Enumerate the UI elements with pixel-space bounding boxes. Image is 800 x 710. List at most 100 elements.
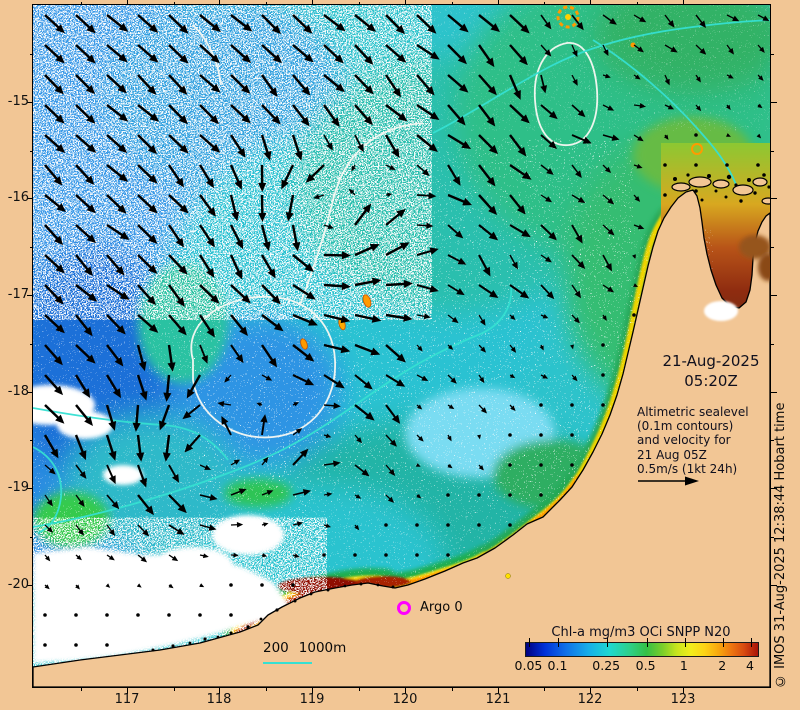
axis-tick <box>771 440 774 441</box>
axis-tick <box>771 537 774 538</box>
info-line: (0.1m contours) <box>637 419 734 434</box>
satellite-chlorophyll-map <box>33 5 770 687</box>
x-axis-label: 118 <box>206 692 232 707</box>
axis-tick <box>544 688 545 691</box>
axis-tick <box>359 2 360 5</box>
colorbar-tick <box>723 638 725 647</box>
axis-tick <box>27 295 33 296</box>
axis-tick <box>771 198 777 199</box>
axis-tick <box>27 392 33 393</box>
argo-label: Argo 0 <box>420 600 463 615</box>
y-axis-label: -15 <box>7 94 29 109</box>
argo-float-marker <box>397 601 411 615</box>
x-axis-label: 123 <box>670 692 696 707</box>
axis-tick <box>590 0 591 5</box>
axis-tick <box>30 151 33 152</box>
info-line: Altimetric sealevel <box>637 405 749 419</box>
axis-tick <box>771 488 777 489</box>
axis-tick <box>30 440 33 441</box>
axis-tick <box>30 54 33 55</box>
axis-tick <box>771 102 777 103</box>
colorbar-tick <box>529 638 531 647</box>
colorbar-tick-label: 0.1 <box>547 658 568 673</box>
sealevel-contours <box>190 24 599 439</box>
y-axis-label: -19 <box>7 480 29 495</box>
axis-tick <box>771 295 777 296</box>
axis-tick <box>30 344 33 345</box>
altimetry-annotation: Altimetric sealevel (0.1m contours) and … <box>637 405 770 476</box>
axis-tick <box>452 688 453 691</box>
axis-tick <box>683 688 684 694</box>
bathy-contour-sample-line <box>263 662 312 664</box>
colorbar-gradient <box>525 638 759 657</box>
axis-tick <box>27 488 33 489</box>
axis-tick <box>312 688 313 694</box>
axis-tick <box>312 0 313 5</box>
colorbar-tick <box>684 638 686 647</box>
axis-tick <box>127 0 128 5</box>
colorbar-tick-labels: 0.05 0.1 0.25 0.5 1 2 4 <box>515 657 757 673</box>
info-line: and velocity for <box>637 433 731 448</box>
axis-tick <box>27 198 33 199</box>
axis-tick <box>771 247 774 248</box>
axis-tick <box>771 585 777 586</box>
axis-tick <box>405 688 406 694</box>
axis-tick <box>30 537 33 538</box>
credit-text: © IMOS 31-Aug-2025 12:38:44 Hobart time <box>773 402 788 688</box>
x-axis-label: 119 <box>299 692 325 707</box>
colorbar-tick-label: 2 <box>718 658 727 673</box>
y-axis-label: -20 <box>7 577 29 592</box>
map-plot-area: 21-Aug-2025 05:20Z Altimetric sealevel (… <box>32 4 771 688</box>
colorbar-tick <box>607 638 609 647</box>
date-label: 21-Aug-2025 <box>662 352 760 370</box>
datetime-annotation: 21-Aug-2025 05:20Z <box>608 351 770 391</box>
y-axis-label: -16 <box>7 190 29 205</box>
bathymetry-legend: 200 1000m <box>263 640 346 656</box>
y-axis-label: -18 <box>7 384 29 399</box>
axis-tick <box>30 247 33 248</box>
axis-tick <box>771 344 774 345</box>
velocity-vector-field <box>43 14 770 647</box>
x-axis-label: 122 <box>577 692 603 707</box>
axis-tick <box>544 2 545 5</box>
axis-tick <box>498 688 499 694</box>
x-axis-label: 117 <box>114 692 140 707</box>
bathy-1000-label: 1000m <box>298 640 347 656</box>
axis-tick <box>27 102 33 103</box>
axis-tick <box>359 688 360 691</box>
bathy-200-label: 200 <box>263 640 289 656</box>
x-axis-label: 120 <box>392 692 418 707</box>
info-line: 0.5m/s (1kt 24h) <box>637 461 738 476</box>
axis-tick <box>27 585 33 586</box>
axis-tick <box>452 2 453 5</box>
colorbar-tick-label: 0.5 <box>635 658 656 673</box>
colorbar-tick-label: 0.25 <box>592 658 621 673</box>
colorbar-tick <box>751 638 753 647</box>
axis-tick <box>81 2 82 5</box>
axis-tick <box>81 688 82 691</box>
axis-tick <box>219 688 220 694</box>
axis-tick <box>637 2 638 5</box>
axis-tick <box>266 2 267 5</box>
info-line: 21 Aug 05Z <box>637 447 707 462</box>
y-axis-label: -17 <box>7 287 29 302</box>
x-axis-label: 121 <box>485 692 511 707</box>
land-mass <box>33 189 770 687</box>
colorbar-tick <box>558 638 560 647</box>
gulf-cloud <box>704 301 738 321</box>
colorbar-tick-label: 1 <box>679 658 688 673</box>
axis-tick <box>771 392 777 393</box>
islands <box>151 173 770 652</box>
colorbar-tick-label: 4 <box>746 658 754 673</box>
axis-tick <box>266 688 267 691</box>
axis-tick <box>498 0 499 5</box>
time-label: 05:20Z <box>684 372 738 390</box>
colorbar: Chl-a mg/m3 OCi SNPP N20 0.05 0.1 0.25 0.5 1… <box>515 625 759 673</box>
colorbar-title: Chl-a mg/m3 OCi SNPP N20 <box>551 625 731 640</box>
axis-tick <box>405 0 406 5</box>
colorbar-tick-label: 0.05 <box>514 658 543 673</box>
axis-tick <box>590 688 591 694</box>
axis-tick <box>127 688 128 694</box>
colorbar-tick <box>646 638 648 647</box>
